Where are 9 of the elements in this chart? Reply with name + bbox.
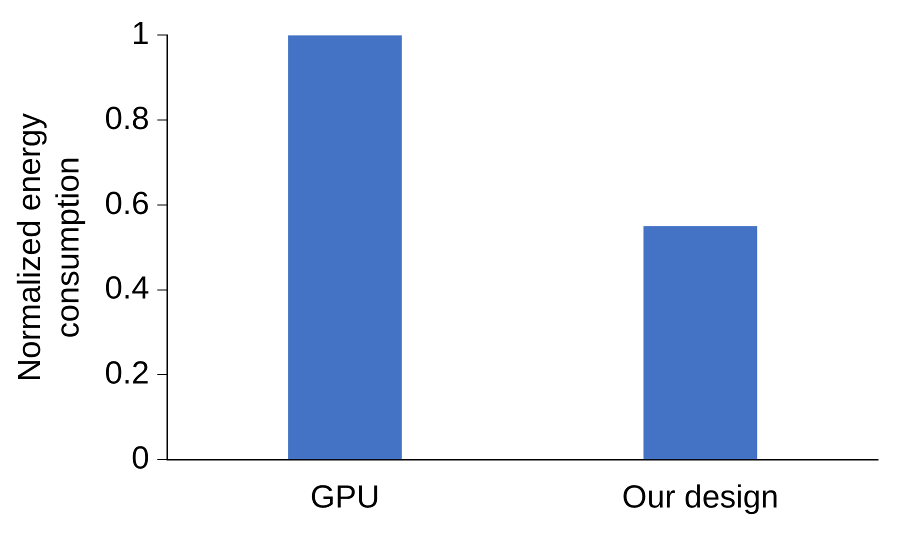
- x-tick-label: GPU: [310, 478, 380, 515]
- y-tick-label: 0.2: [104, 354, 150, 391]
- y-tick-label: 0.6: [104, 184, 150, 221]
- x-tick-label: Our design: [622, 478, 779, 515]
- y-tick-label: 0.4: [104, 270, 150, 306]
- y-tick-label: 0: [131, 439, 150, 476]
- y-tick-label: 1: [131, 15, 150, 52]
- y-tick-label: 0.8: [104, 100, 150, 136]
- y-axis-title: Normalized energy consumption: [11, 113, 86, 382]
